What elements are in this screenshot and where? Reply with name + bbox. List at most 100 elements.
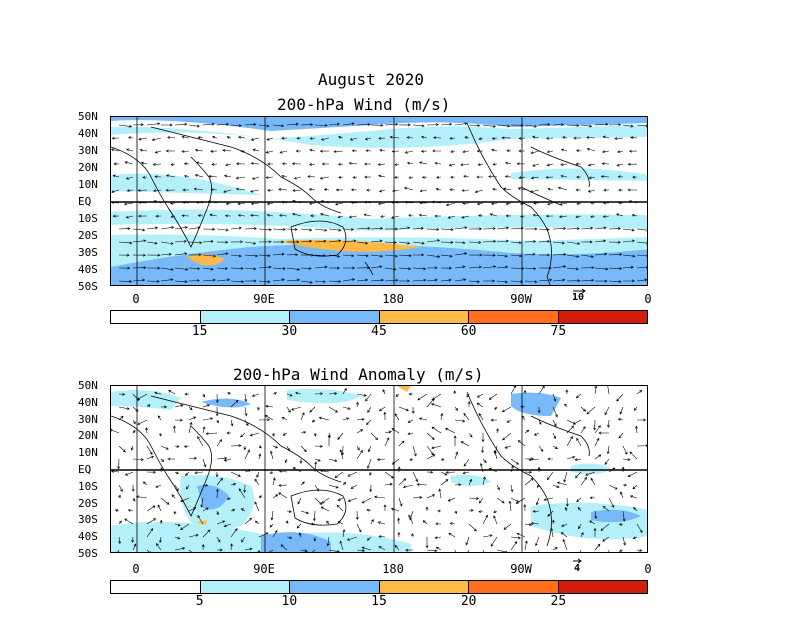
- wind-arrow: [266, 137, 274, 141]
- wind-arrow: [384, 241, 397, 244]
- wind-arrow: [566, 455, 576, 460]
- wind-arrow: [579, 549, 582, 552]
- wind-arrow: [608, 227, 621, 231]
- wind-arrow: [173, 510, 177, 515]
- wind-arrow: [216, 439, 223, 447]
- wind-arrow: [449, 522, 456, 526]
- wind-arrow: [563, 471, 568, 483]
- wind-arrow: [545, 175, 554, 179]
- wind-arrow: [560, 163, 568, 167]
- wind-arrow: [230, 508, 236, 512]
- wind-arrow: [173, 425, 176, 434]
- wind-arrow: [426, 470, 434, 474]
- wind-arrow: [440, 254, 453, 258]
- wind-arrow: [426, 432, 435, 440]
- wind-arrow: [376, 458, 386, 461]
- wind-arrow: [215, 488, 219, 499]
- wind-arrow: [250, 202, 260, 206]
- wind-arrow: [622, 510, 626, 522]
- lon-label: 0: [132, 292, 140, 306]
- wind-arrow: [367, 406, 372, 413]
- wind-arrow: [327, 434, 331, 447]
- wind-arrow: [482, 476, 486, 486]
- wind-arrow: [118, 280, 133, 283]
- wind-arrow: [258, 280, 271, 284]
- panel2-colorbar: [110, 580, 648, 594]
- wind-arrow: [140, 161, 148, 165]
- wind-arrow: [510, 465, 514, 473]
- wind-arrow: [440, 122, 453, 126]
- wind-arrow: [145, 427, 149, 434]
- wind-arrow: [488, 175, 498, 179]
- wind-arrow: [628, 200, 638, 204]
- wind-arrow: [113, 162, 120, 166]
- wind-arrow: [216, 419, 219, 424]
- wind-arrow: [286, 536, 293, 540]
- wind-arrow: [536, 484, 540, 488]
- wind-arrow: [397, 517, 401, 525]
- colorbar-swatch: [290, 581, 380, 593]
- wind-arrow: [292, 199, 302, 204]
- wind-arrow: [230, 543, 233, 551]
- wind-arrow: [503, 523, 512, 530]
- wind-arrow: [616, 163, 624, 167]
- wind-arrow: [309, 406, 316, 413]
- wind-arrow: [269, 523, 274, 528]
- wind-arrow: [370, 432, 379, 441]
- wind-arrow: [112, 174, 120, 178]
- wind-arrow: [208, 174, 218, 178]
- wind-arrow: [174, 122, 188, 126]
- wind-arrow: [510, 123, 524, 127]
- wind-arrow: [241, 536, 246, 543]
- wind-arrow: [462, 471, 470, 475]
- wind-arrow: [111, 428, 120, 434]
- wind-arrow: [575, 471, 582, 479]
- wind-arrow: [292, 467, 302, 473]
- wind-arrow: [394, 544, 400, 551]
- wind-arrow: [384, 254, 398, 258]
- wind-arrow: [356, 241, 369, 245]
- wind-arrow: [174, 226, 188, 230]
- wind-arrow: [391, 428, 400, 434]
- wind-arrow: [118, 445, 126, 453]
- wind-arrow: [454, 406, 459, 411]
- wind-arrow: [226, 136, 232, 139]
- wind-arrow: [230, 528, 238, 538]
- wind-arrow: [291, 406, 302, 411]
- wind-arrow: [300, 412, 305, 421]
- wind-arrow: [216, 456, 228, 460]
- wind-arrow: [524, 280, 538, 284]
- wind-arrow: [559, 202, 568, 206]
- wind-arrow: [636, 265, 647, 269]
- lon-label: 90W: [510, 292, 532, 306]
- wind-arrow: [281, 136, 288, 140]
- wind-arrow: [117, 458, 121, 470]
- wind-arrow: [482, 253, 496, 257]
- wind-arrow: [426, 549, 438, 552]
- panel1-reference-vector: 10: [572, 292, 585, 303]
- wind-arrow: [146, 226, 159, 230]
- wind-arrow: [636, 444, 647, 448]
- wind-arrow: [566, 279, 581, 283]
- wind-arrow: [406, 161, 414, 165]
- wind-arrow: [537, 406, 541, 414]
- wind-arrow: [492, 162, 498, 166]
- wind-arrow: [211, 162, 218, 166]
- wind-arrow: [418, 213, 428, 217]
- wind-arrow: [419, 201, 428, 205]
- lat-label: 40N: [78, 127, 98, 140]
- wind-arrow: [230, 226, 242, 230]
- wind-arrow: [524, 470, 533, 474]
- wind-arrow: [564, 507, 568, 512]
- wind-arrow: [407, 419, 414, 423]
- wind-arrow: [380, 215, 386, 218]
- colorbar-swatch: [111, 311, 201, 323]
- wind-arrow: [488, 393, 498, 400]
- wind-arrow: [244, 393, 248, 403]
- wind-arrow: [378, 136, 386, 140]
- colorbar-tick-label: 60: [460, 324, 477, 339]
- colorbar-swatch: [290, 311, 380, 323]
- wind-arrow: [272, 267, 286, 271]
- wind-arrow: [154, 391, 162, 395]
- lat-label: EQ: [78, 463, 92, 476]
